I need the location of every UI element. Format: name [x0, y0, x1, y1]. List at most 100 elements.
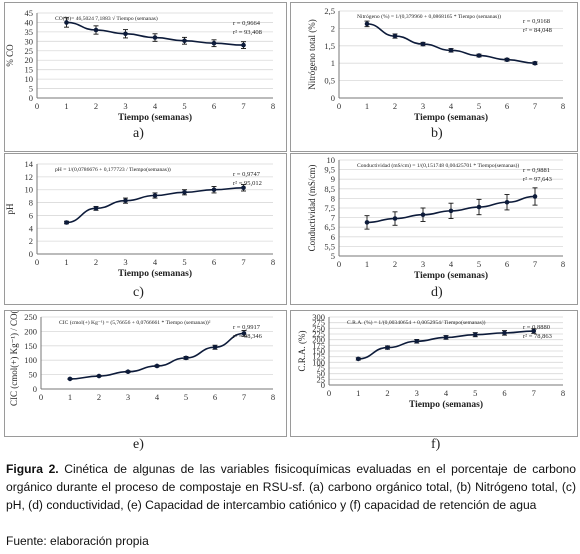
y-tick-label: 10 [25, 74, 34, 84]
y-tick-label: 0 [33, 384, 37, 394]
x-tick-label: 2 [94, 101, 98, 111]
data-point [414, 338, 420, 344]
y-tick-label: 150 [312, 346, 325, 356]
y-tick-label: 2 [29, 236, 33, 246]
x-tick-label: 3 [415, 388, 419, 398]
y-tick-label: 15 [25, 65, 34, 75]
panel-label-f: f) [431, 437, 441, 452]
y-tick-label: 5 [29, 84, 33, 94]
chart-panel-b: 0 0,5 1 1,5 2 2,5 0 1 2 3 4 5 6 7 8 Tiempo (semanas) Nit… [290, 2, 578, 152]
data-point [123, 198, 128, 203]
fit-stat: r² = 95,012 [233, 180, 262, 187]
data-point [67, 376, 73, 382]
x-tick-label: 5 [473, 388, 477, 398]
y-tick-label: 0 [29, 93, 33, 103]
data-point [532, 194, 538, 199]
y-tick-label: 50 [317, 369, 326, 379]
x-tick-label: 2 [385, 388, 389, 398]
data-point [241, 42, 246, 48]
data-point [152, 193, 158, 198]
chart-panel-c: 0 2 4 6 8 10 12 14 0 1 2 3 4 5 6 7 8 Tiempo (semanas) pH pH… [4, 153, 287, 305]
data-point [531, 328, 537, 334]
y-tick-label: 0 [331, 93, 335, 103]
fit-stat: r = 0,9664 [233, 20, 261, 27]
x-tick-label: 3 [421, 101, 425, 111]
x-tick-label: 7 [242, 392, 246, 402]
data-point [364, 21, 370, 27]
x-tick-label: 7 [532, 388, 536, 398]
data-point [123, 31, 128, 37]
fit-equation: pH = 1/(0,0786676 + 0,177723 / Tiempo(se… [55, 166, 171, 173]
y-tick-label: 25 [317, 374, 326, 384]
figure-caption: Figura 2. Cinética de algunas de las var… [6, 460, 576, 514]
data-point [182, 189, 187, 195]
data-point [64, 220, 69, 225]
y-axis-title: Nitrógeno total (%) [307, 19, 317, 89]
y-axis-title: Conductividad (mS/cm) [307, 165, 317, 252]
x-tick-label: 7 [241, 257, 245, 267]
data-point [504, 57, 510, 63]
x-tick-label: 5 [477, 259, 481, 269]
fit-equation: C.R.A. (%) = 1/(0,00340654 + 0,0052954/ … [347, 319, 486, 326]
panel-label-e: e) [133, 437, 144, 452]
x-tick-label: 4 [444, 388, 449, 398]
x-tick-label: 2 [94, 257, 98, 267]
fit-stat: r = 0,9881 [523, 167, 550, 174]
y-tick-label: 25 [25, 46, 34, 56]
x-tick-label: 6 [212, 101, 216, 111]
y-tick-label: 7,5 [324, 203, 335, 213]
data-point [476, 204, 482, 210]
x-tick-label: 3 [123, 257, 127, 267]
data-point [472, 332, 478, 337]
y-axis-title: pH [5, 203, 15, 215]
y-tick-label: 5 [331, 251, 335, 261]
panel-label-a: a) [133, 126, 144, 141]
x-tick-label: 4 [449, 101, 454, 111]
y-tick-label: 7 [331, 213, 335, 223]
x-tick-label: 1 [68, 392, 72, 402]
y-tick-label: 30 [25, 36, 34, 46]
x-tick-label: 8 [271, 392, 275, 402]
y-tick-label: 10 [25, 185, 34, 195]
y-tick-label: 200 [24, 326, 37, 336]
y-tick-label: 100 [312, 357, 325, 367]
x-tick-label: 6 [502, 388, 506, 398]
data-point [392, 33, 398, 39]
y-tick-label: 35 [25, 27, 34, 37]
figure-label: Figura 2. [6, 462, 59, 476]
x-tick-label: 6 [212, 257, 216, 267]
y-tick-label: 2,5 [324, 6, 335, 16]
x-tick-label: 6 [505, 101, 509, 111]
y-axis-title: % CO [5, 44, 15, 67]
data-point [212, 344, 218, 350]
series-line [366, 23, 536, 64]
x-tick-label: 5 [182, 257, 186, 267]
x-tick-label: 5 [477, 101, 481, 111]
y-tick-label: 40 [25, 17, 34, 27]
figure-source: Fuente: elaboración propia [6, 534, 149, 548]
y-tick-label: 1,5 [324, 41, 335, 51]
x-tick-label: 8 [561, 388, 565, 398]
fit-equation: Conductividad (mS/cm) = 1/(0,151748 0,00… [357, 162, 519, 169]
fit-stat: r² = 78,863 [523, 333, 552, 340]
data-point [364, 220, 370, 225]
data-point [241, 331, 247, 336]
x-tick-label: 1 [365, 101, 369, 111]
y-tick-label: 9,5 [324, 165, 335, 175]
y-tick-label: 5,5 [324, 241, 335, 251]
x-tick-label: 4 [155, 392, 160, 402]
data-point [241, 185, 246, 191]
panel-label-b: b) [431, 126, 443, 141]
x-tick-label: 1 [64, 101, 68, 111]
y-tick-label: 0 [29, 249, 33, 259]
x-tick-label: 4 [153, 257, 158, 267]
x-tick-label: 5 [182, 101, 186, 111]
panel-label-c: c) [133, 285, 144, 300]
x-tick-label: 8 [561, 259, 565, 269]
x-tick-label: 3 [126, 392, 130, 402]
x-tick-label: 0 [35, 257, 39, 267]
y-tick-label: 0 [321, 380, 325, 390]
x-tick-label: 0 [327, 388, 331, 398]
